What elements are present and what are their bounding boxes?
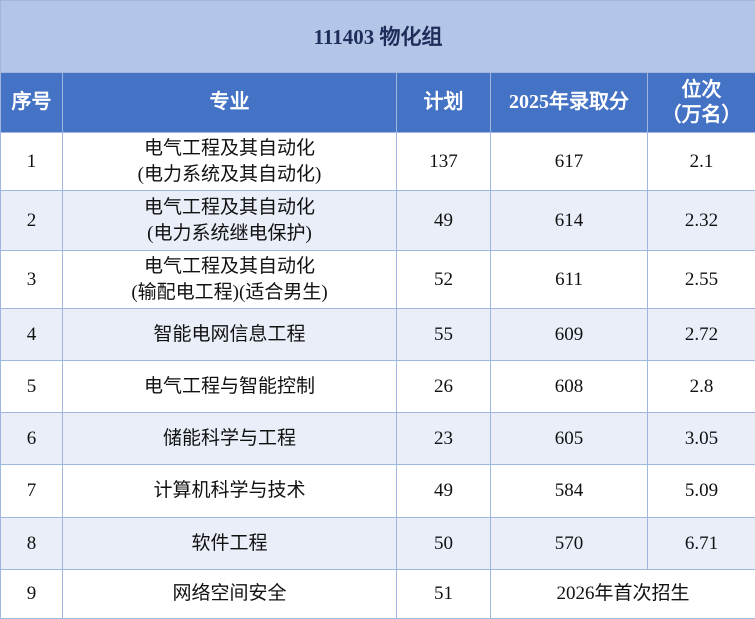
table-cell: 2.8 [648, 361, 755, 413]
table-cell: 55 [397, 309, 491, 361]
table-cell: 智能电网信息工程 [63, 309, 397, 361]
header-cell: 计划 [397, 73, 491, 133]
table-cell: 电气工程及其自动化(电力系统及其自动化) [63, 133, 397, 191]
table-cell: 6.71 [648, 518, 755, 570]
table-cell: 1 [1, 133, 63, 191]
table-cell: 电气工程与智能控制 [63, 361, 397, 413]
table-cell: 5.09 [648, 465, 755, 518]
cell-line: 位次 [648, 78, 755, 103]
table-cell: 6 [1, 413, 63, 465]
table-cell: 计算机科学与技术 [63, 465, 397, 518]
table-cell: 617 [491, 133, 648, 191]
cell-line: 电气工程及其自动化 [63, 136, 396, 162]
table-cell: 2 [1, 191, 63, 251]
cell-line: 电气工程及其自动化 [63, 254, 396, 280]
cell-line: 计算机科学与技术 [63, 478, 396, 504]
table-cell: 7 [1, 465, 63, 518]
table-cell: 51 [397, 570, 491, 619]
table-cell: 4 [1, 309, 63, 361]
table-cell: 614 [491, 191, 648, 251]
header-cell: 2025年录取分 [491, 73, 648, 133]
table-cell: 52 [397, 251, 491, 309]
table-cell: 49 [397, 465, 491, 518]
cell-line: 网络空间安全 [63, 581, 396, 607]
table-cell: 584 [491, 465, 648, 518]
table-cell: 611 [491, 251, 648, 309]
table-cell: 570 [491, 518, 648, 570]
table-cell: 137 [397, 133, 491, 191]
table-cell: 2026年首次招生 [491, 570, 755, 619]
cell-line: 储能科学与工程 [63, 426, 396, 452]
table-cell: 26 [397, 361, 491, 413]
cell-line: (电力系统及其自动化) [63, 162, 396, 188]
table-cell: 储能科学与工程 [63, 413, 397, 465]
cell-line: 智能电网信息工程 [63, 322, 396, 348]
cell-line: 软件工程 [63, 531, 396, 557]
table-cell: 608 [491, 361, 648, 413]
table-cell: 8 [1, 518, 63, 570]
table-cell: 2.1 [648, 133, 755, 191]
cell-line: (输配电工程)(适合男生) [63, 280, 396, 306]
table-cell: 2.55 [648, 251, 755, 309]
table-cell: 2.32 [648, 191, 755, 251]
header-cell: 序号 [1, 73, 63, 133]
header-cell: 专业 [63, 73, 397, 133]
table-cell: 网络空间安全 [63, 570, 397, 619]
table-cell: 电气工程及其自动化(电力系统继电保护) [63, 191, 397, 251]
table-cell: 50 [397, 518, 491, 570]
cell-line: (电力系统继电保护) [63, 221, 396, 247]
table-cell: 9 [1, 570, 63, 619]
table-title: 111403 物化组 [1, 1, 755, 73]
header-cell: 位次（万名） [648, 73, 755, 133]
table-cell: 2.72 [648, 309, 755, 361]
table-cell: 49 [397, 191, 491, 251]
table-cell: 605 [491, 413, 648, 465]
table-cell: 电气工程及其自动化(输配电工程)(适合男生) [63, 251, 397, 309]
cell-line: 电气工程与智能控制 [63, 374, 396, 400]
table-cell: 3 [1, 251, 63, 309]
table-cell: 软件工程 [63, 518, 397, 570]
cell-line: （万名） [648, 103, 755, 128]
table-cell: 23 [397, 413, 491, 465]
table-cell: 609 [491, 309, 648, 361]
table-cell: 5 [1, 361, 63, 413]
table-cell: 3.05 [648, 413, 755, 465]
cell-line: 电气工程及其自动化 [63, 195, 396, 221]
